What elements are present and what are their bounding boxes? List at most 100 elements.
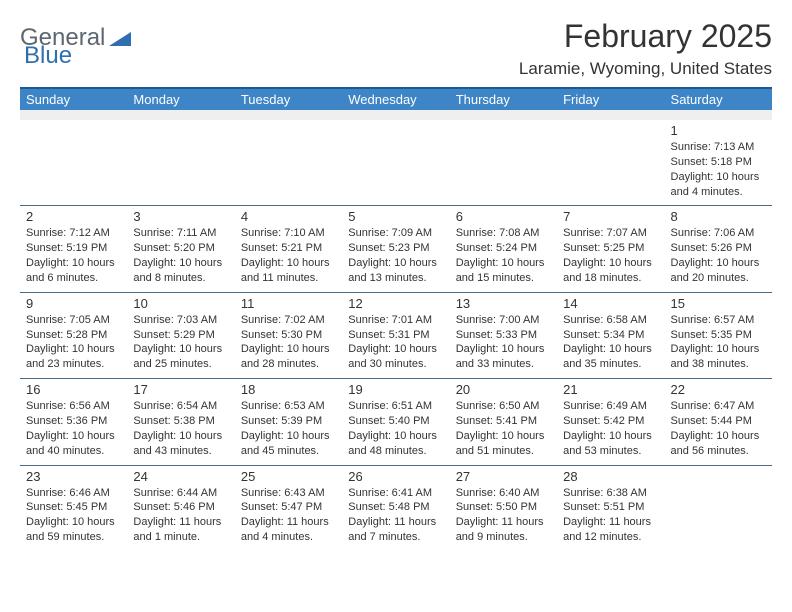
day-cell xyxy=(450,120,557,205)
day-info: Sunrise: 6:44 AMSunset: 5:46 PMDaylight:… xyxy=(133,486,228,545)
location: Laramie, Wyoming, United States xyxy=(519,59,772,79)
day-number: 12 xyxy=(348,296,443,311)
day-cell: 15Sunrise: 6:57 AMSunset: 5:35 PMDayligh… xyxy=(665,293,772,378)
day-cell: 20 Sunrise: 6:50 AMSunset: 5:41 PMDayligh… xyxy=(450,379,557,464)
day-cell: 25 Sunrise: 6:43 AMSunset: 5:47 PMDayligh… xyxy=(235,466,342,551)
day-info: Sunrise: 6:38 AMSunset: 5:51 PMDaylight:… xyxy=(563,486,658,545)
day-cell: 11 Sunrise: 7:02 AMSunset: 5:30 PMDayligh… xyxy=(235,293,342,378)
week-row: 2 Sunrise: 7:12 AMSunset: 5:19 PMDaylight… xyxy=(20,206,772,292)
calendar-header-row: Sunday Monday Tuesday Wednesday Thursday… xyxy=(20,89,772,110)
day-cell: 23Sunrise: 6:46 AMSunset: 5:45 PMDayligh… xyxy=(20,466,127,551)
day-info: Sunrise: 6:53 AMSunset: 5:39 PMDaylight:… xyxy=(241,399,336,458)
calendar: Sunday Monday Tuesday Wednesday Thursday… xyxy=(20,89,772,551)
title-block: February 2025 Laramie, Wyoming, United S… xyxy=(519,18,772,79)
day-cell: 28Sunrise: 6:38 AMSunset: 5:51 PMDayligh… xyxy=(557,466,664,551)
day-cell: 17 Sunrise: 6:54 AMSunset: 5:38 PMDayligh… xyxy=(127,379,234,464)
day-info: Sunrise: 7:11 AMSunset: 5:20 PMDaylight:… xyxy=(133,226,228,285)
day-number: 25 xyxy=(241,469,336,484)
day-number: 21 xyxy=(563,382,658,397)
day-number: 20 xyxy=(456,382,551,397)
day-info: Sunrise: 6:51 AMSunset: 5:40 PMDaylight:… xyxy=(348,399,443,458)
day-cell: 13 Sunrise: 7:00 AMSunset: 5:33 PMDayligh… xyxy=(450,293,557,378)
day-cell: 19 Sunrise: 6:51 AMSunset: 5:40 PMDayligh… xyxy=(342,379,449,464)
day-number: 15 xyxy=(671,296,766,311)
week-row: 23Sunrise: 6:46 AMSunset: 5:45 PMDayligh… xyxy=(20,466,772,551)
day-cell xyxy=(127,120,234,205)
day-number: 24 xyxy=(133,469,228,484)
dayname-fri: Friday xyxy=(557,89,664,110)
logo-triangle-icon xyxy=(109,30,131,46)
day-info: Sunrise: 7:05 AMSunset: 5:28 PMDaylight:… xyxy=(26,313,121,372)
day-info: Sunrise: 6:54 AMSunset: 5:38 PMDaylight:… xyxy=(133,399,228,458)
day-info: Sunrise: 7:00 AMSunset: 5:33 PMDaylight:… xyxy=(456,313,551,372)
day-info: Sunrise: 6:43 AMSunset: 5:47 PMDaylight:… xyxy=(241,486,336,545)
day-info: Sunrise: 7:02 AMSunset: 5:30 PMDaylight:… xyxy=(241,313,336,372)
day-info: Sunrise: 7:07 AMSunset: 5:25 PMDaylight:… xyxy=(563,226,658,285)
day-number: 3 xyxy=(133,209,228,224)
dayname-mon: Monday xyxy=(127,89,234,110)
day-cell xyxy=(342,120,449,205)
day-number: 4 xyxy=(241,209,336,224)
dayname-tue: Tuesday xyxy=(235,89,342,110)
day-number: 7 xyxy=(563,209,658,224)
day-cell: 2 Sunrise: 7:12 AMSunset: 5:19 PMDaylight… xyxy=(20,206,127,291)
dayname-sun: Sunday xyxy=(20,89,127,110)
day-cell: 1 Sunrise: 7:13 AMSunset: 5:18 PMDaylight… xyxy=(665,120,772,205)
day-number: 6 xyxy=(456,209,551,224)
dayname-wed: Wednesday xyxy=(342,89,449,110)
day-info: Sunrise: 6:40 AMSunset: 5:50 PMDaylight:… xyxy=(456,486,551,545)
month-title: February 2025 xyxy=(519,18,772,55)
day-info: Sunrise: 7:12 AMSunset: 5:19 PMDaylight:… xyxy=(26,226,121,285)
day-number: 8 xyxy=(671,209,766,224)
day-info: Sunrise: 7:13 AMSunset: 5:18 PMDaylight:… xyxy=(671,140,766,199)
day-number: 23 xyxy=(26,469,121,484)
day-info: Sunrise: 7:03 AMSunset: 5:29 PMDaylight:… xyxy=(133,313,228,372)
dayname-sat: Saturday xyxy=(665,89,772,110)
day-cell: 10 Sunrise: 7:03 AMSunset: 5:29 PMDayligh… xyxy=(127,293,234,378)
week-row: 9 Sunrise: 7:05 AMSunset: 5:28 PMDaylight… xyxy=(20,293,772,379)
day-cell: 3 Sunrise: 7:11 AMSunset: 5:20 PMDaylight… xyxy=(127,206,234,291)
day-info: Sunrise: 7:06 AMSunset: 5:26 PMDaylight:… xyxy=(671,226,766,285)
day-number: 11 xyxy=(241,296,336,311)
dayname-thu: Thursday xyxy=(450,89,557,110)
header: General February 2025 Laramie, Wyoming, … xyxy=(20,18,772,79)
day-info: Sunrise: 7:08 AMSunset: 5:24 PMDaylight:… xyxy=(456,226,551,285)
day-cell: 12 Sunrise: 7:01 AMSunset: 5:31 PMDayligh… xyxy=(342,293,449,378)
day-cell xyxy=(557,120,664,205)
day-number: 27 xyxy=(456,469,551,484)
day-cell: 24 Sunrise: 6:44 AMSunset: 5:46 PMDayligh… xyxy=(127,466,234,551)
day-cell: 16Sunrise: 6:56 AMSunset: 5:36 PMDayligh… xyxy=(20,379,127,464)
day-cell: 9 Sunrise: 7:05 AMSunset: 5:28 PMDaylight… xyxy=(20,293,127,378)
blank-row xyxy=(20,110,772,120)
day-number: 1 xyxy=(671,123,766,138)
day-number: 26 xyxy=(348,469,443,484)
day-info: Sunrise: 6:58 AMSunset: 5:34 PMDaylight:… xyxy=(563,313,658,372)
day-number: 9 xyxy=(26,296,121,311)
day-info: Sunrise: 7:09 AMSunset: 5:23 PMDaylight:… xyxy=(348,226,443,285)
day-number: 10 xyxy=(133,296,228,311)
day-cell: 6 Sunrise: 7:08 AMSunset: 5:24 PMDaylight… xyxy=(450,206,557,291)
weeks-container: 1 Sunrise: 7:13 AMSunset: 5:18 PMDaylight… xyxy=(20,120,772,551)
day-info: Sunrise: 6:49 AMSunset: 5:42 PMDaylight:… xyxy=(563,399,658,458)
day-cell: 18 Sunrise: 6:53 AMSunset: 5:39 PMDayligh… xyxy=(235,379,342,464)
day-number: 13 xyxy=(456,296,551,311)
day-cell: 21 Sunrise: 6:49 AMSunset: 5:42 PMDayligh… xyxy=(557,379,664,464)
day-number: 2 xyxy=(26,209,121,224)
day-cell: 7 Sunrise: 7:07 AMSunset: 5:25 PMDaylight… xyxy=(557,206,664,291)
day-info: Sunrise: 6:41 AMSunset: 5:48 PMDaylight:… xyxy=(348,486,443,545)
day-info: Sunrise: 7:10 AMSunset: 5:21 PMDaylight:… xyxy=(241,226,336,285)
week-row: 16Sunrise: 6:56 AMSunset: 5:36 PMDayligh… xyxy=(20,379,772,465)
day-number: 22 xyxy=(671,382,766,397)
day-number: 5 xyxy=(348,209,443,224)
day-number: 17 xyxy=(133,382,228,397)
day-cell: 26 Sunrise: 6:41 AMSunset: 5:48 PMDayligh… xyxy=(342,466,449,551)
day-number: 14 xyxy=(563,296,658,311)
day-number: 18 xyxy=(241,382,336,397)
day-cell: 4 Sunrise: 7:10 AMSunset: 5:21 PMDaylight… xyxy=(235,206,342,291)
day-cell: 14 Sunrise: 6:58 AMSunset: 5:34 PMDayligh… xyxy=(557,293,664,378)
day-cell: 8 Sunrise: 7:06 AMSunset: 5:26 PMDaylight… xyxy=(665,206,772,291)
day-number: 19 xyxy=(348,382,443,397)
day-info: Sunrise: 6:56 AMSunset: 5:36 PMDaylight:… xyxy=(26,399,121,458)
day-info: Sunrise: 6:50 AMSunset: 5:41 PMDaylight:… xyxy=(456,399,551,458)
day-info: Sunrise: 7:01 AMSunset: 5:31 PMDaylight:… xyxy=(348,313,443,372)
